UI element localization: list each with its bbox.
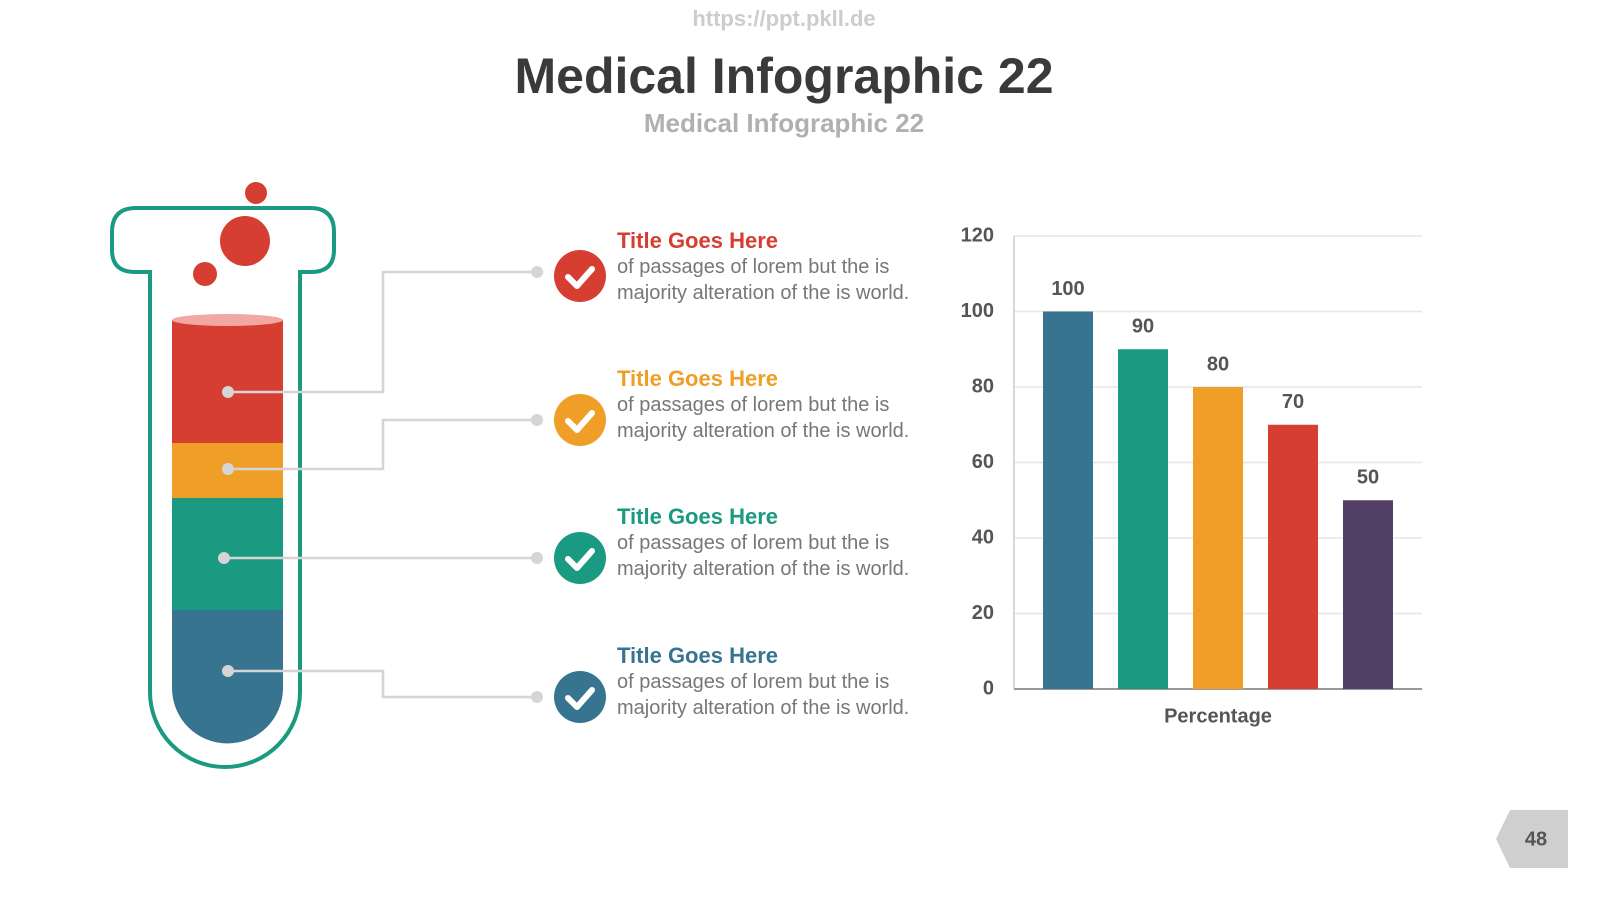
connector-dots — [218, 266, 543, 703]
y-tick-label: 100 — [961, 300, 994, 322]
check-icon — [554, 671, 606, 723]
bar — [1118, 349, 1168, 689]
check-mark — [565, 410, 595, 433]
test-tube — [110, 182, 336, 769]
y-tick-label: 60 — [972, 451, 994, 473]
item-title: Title Goes Here — [617, 228, 778, 253]
check-icon — [554, 250, 606, 302]
item-text: of passages of lorem but the is majority… — [617, 256, 910, 304]
y-tick-label: 20 — [972, 602, 994, 624]
y-tick-label: 40 — [972, 526, 994, 548]
title: Medical Infographic 22 — [514, 48, 1053, 104]
item: Title Goes Here of passages of lorem but … — [617, 504, 927, 582]
x-axis-label: Percentage — [1164, 705, 1272, 727]
check-icon — [554, 532, 606, 584]
page-number: 48 — [1525, 828, 1547, 850]
item-text: of passages of lorem but the is majority… — [617, 532, 910, 580]
item: Title Goes Here of passages of lorem but … — [617, 228, 927, 306]
item-title: Title Goes Here — [617, 504, 778, 529]
bar — [1343, 500, 1393, 689]
check-mark — [565, 548, 595, 571]
item-title: Title Goes Here — [617, 643, 778, 668]
value-label: 90 — [1132, 316, 1154, 338]
value-label: 80 — [1207, 353, 1229, 375]
subtitle: Medical Infographic 22 — [644, 108, 924, 138]
value-label: 100 — [1051, 278, 1084, 300]
item-title: Title Goes Here — [617, 366, 778, 391]
check-mark — [565, 687, 595, 710]
check-mark — [565, 266, 595, 289]
item: Title Goes Here of passages of lorem but … — [617, 366, 927, 444]
y-tick-label: 120 — [961, 224, 994, 246]
item-text: of passages of lorem but the is majority… — [617, 394, 910, 442]
y-tick-label: 0 — [983, 677, 994, 699]
item-text: of passages of lorem but the is majority… — [617, 671, 910, 719]
page-badge — [1496, 810, 1568, 868]
connectors — [224, 270, 537, 699]
bar — [1043, 311, 1093, 689]
url: https://ppt.pkll.de — [692, 6, 875, 31]
item: Title Goes Here of passages of lorem but … — [617, 643, 927, 721]
bar — [1268, 424, 1318, 689]
check-icon — [554, 394, 606, 446]
bar — [1193, 387, 1243, 689]
y-tick-label: 80 — [972, 375, 994, 397]
value-label: 70 — [1282, 391, 1304, 413]
value-label: 50 — [1357, 467, 1379, 489]
